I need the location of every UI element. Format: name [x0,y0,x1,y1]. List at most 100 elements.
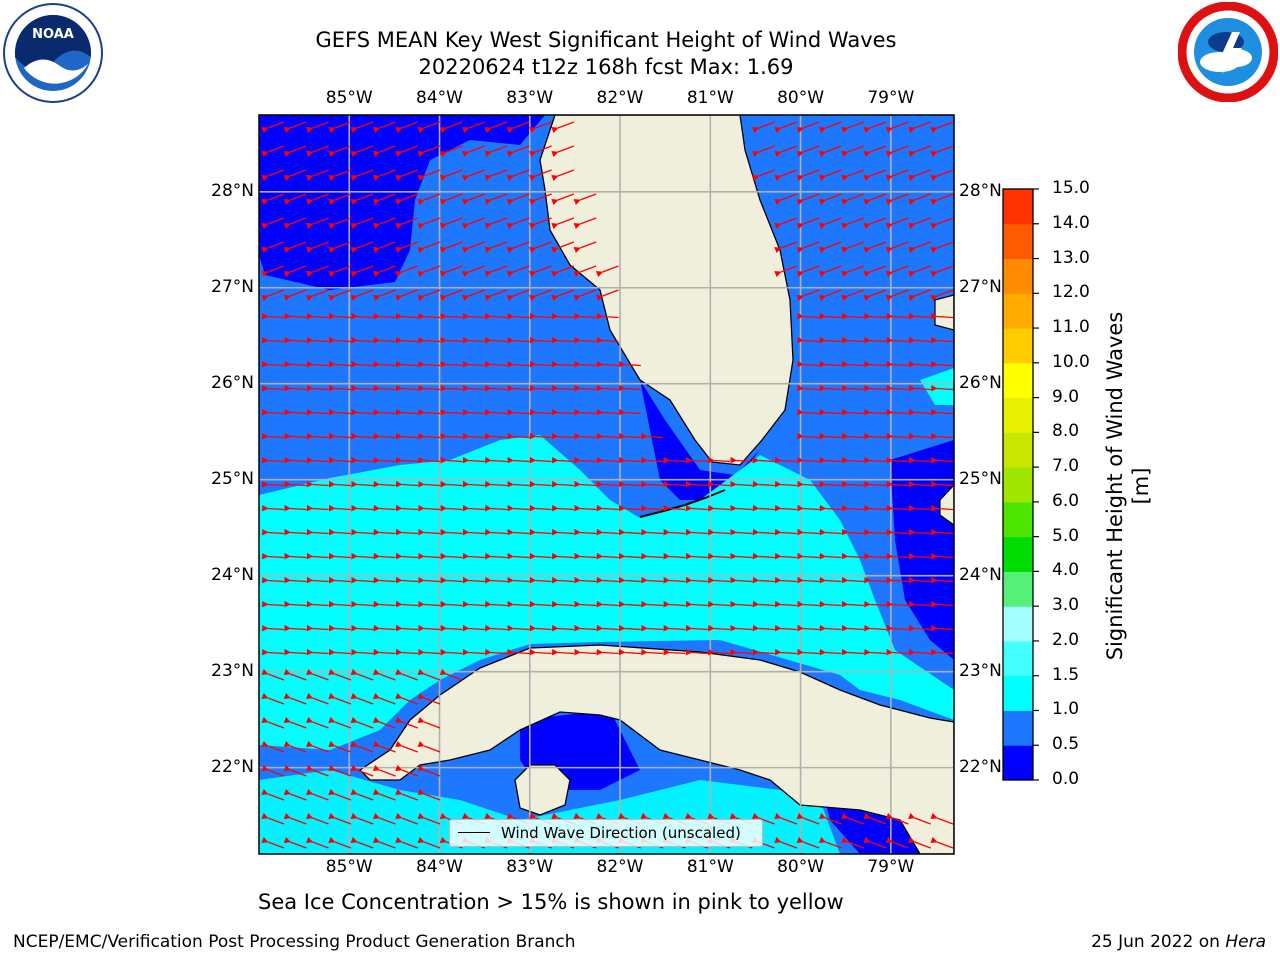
wind-wave-arrow [819,408,842,416]
colorbar-segment [1003,745,1033,781]
wind-wave-arrow [685,480,708,488]
wind-wave-arrow [863,121,887,134]
wind-wave-arrow [261,836,285,849]
wind-wave-arrow [351,456,374,464]
colorbar-title: Significant Height of Wind Waves [m] [1103,311,1153,661]
wind-wave-arrow [462,648,485,656]
wind-wave-arrow [395,624,418,632]
wind-wave-arrow [306,528,329,536]
wind-wave-arrow [507,384,530,392]
wind-wave-arrow [618,456,641,464]
wind-wave-arrow [283,668,307,681]
wind-wave-arrow [596,408,619,416]
wind-wave-arrow [305,241,329,254]
wind-wave-arrow [462,312,485,320]
wind-wave-arrow [618,384,641,392]
wind-wave-arrow [328,408,351,416]
wind-wave-arrow [284,648,307,656]
wind-wave-arrow [818,241,842,254]
wind-wave-arrow [328,193,352,206]
wind-wave-arrow [596,576,619,584]
wind-wave-arrow [841,336,864,344]
wind-wave-arrow [284,600,307,608]
wind-wave-arrow [373,456,396,464]
wind-wave-arrow [819,624,842,632]
wind-wave-arrow [574,648,597,656]
wind-wave-arrow [574,312,597,320]
wind-wave-arrow [685,576,708,584]
wind-wave-arrow [507,504,530,512]
wind-wave-arrow [261,289,285,302]
wind-wave-arrow [774,480,797,488]
colorbar-tick-label: 0.5 [1052,734,1080,755]
wind-wave-arrow [551,408,574,416]
wind-wave-arrow [395,265,419,278]
wind-wave-arrow [283,121,307,134]
wind-wave-arrow [908,648,931,656]
wind-wave-arrow [484,576,508,584]
wind-wave-arrow [864,408,887,416]
wind-wave-arrow [551,624,574,632]
wind-wave-arrow [864,312,887,320]
legend-line [458,832,490,833]
wind-wave-arrow [819,456,842,464]
wind-wave-arrow [462,169,485,182]
wind-wave-arrow [841,193,865,206]
wind-wave-arrow [574,624,597,632]
wind-wave-arrow [841,576,864,584]
wind-wave-arrow [886,528,909,536]
wind-wave-arrow [885,169,909,182]
bahamas-land-2 [939,484,954,526]
wind-wave-arrow [306,456,329,464]
wind-wave-arrow [663,576,686,584]
wind-wave-arrow [864,504,887,512]
wind-wave-arrow [596,648,619,656]
colorbar-segment [1003,501,1033,538]
wind-wave-arrow [908,504,931,512]
wind-wave-arrow [641,576,664,584]
wind-wave-arrow [551,576,574,584]
wind-wave-arrow [529,576,552,584]
wind-wave-arrow [818,812,842,825]
wind-wave-arrow [930,812,954,825]
wind-wave-arrow [796,812,820,825]
wind-wave-arrow [328,836,352,849]
wind-wave-arrow [372,812,396,825]
wind-wave-arrow [930,193,954,206]
wind-wave-arrow [507,624,530,632]
wind-wave-arrow [618,648,641,656]
wind-wave-arrow [261,193,285,206]
wind-wave-arrow [685,456,708,464]
wind-wave-arrow [351,408,374,416]
wind-wave-arrow [551,384,574,392]
wind-wave-arrow [551,193,575,206]
wind-wave-arrow [350,169,374,182]
wind-wave-arrow [930,121,954,134]
wind-wave-arrow [440,384,463,392]
wind-wave-arrow [908,576,931,584]
wind-wave-arrow [574,552,597,560]
wind-wave-arrow [350,193,374,206]
noaa-logo: NOAA [3,3,103,103]
wind-wave-arrow [796,121,820,134]
wind-wave-arrow [885,836,909,849]
wind-wave-arrow [774,121,798,134]
wind-wave-arrow [885,145,909,158]
wind-wave-arrow [574,432,597,440]
wind-wave-arrow [306,600,329,608]
colorbar-tick-label: 2.0 [1052,629,1080,650]
wind-wave-arrow [351,432,374,440]
wind-wave-arrow [507,576,530,584]
wind-wave-arrow [841,624,864,632]
wind-wave-arrow [284,336,307,344]
wind-wave-arrow [305,716,329,729]
wind-wave-arrow [529,312,552,320]
wind-wave-arrow [284,528,307,536]
wind-wave-arrow [819,552,842,560]
wind-wave-arrow [417,740,441,753]
wind-wave-arrow [395,716,419,729]
wind-wave-arrow [730,624,753,632]
wind-wave-arrow [328,740,352,753]
wind-wave-arrow [305,740,329,753]
map-frame [258,114,955,855]
